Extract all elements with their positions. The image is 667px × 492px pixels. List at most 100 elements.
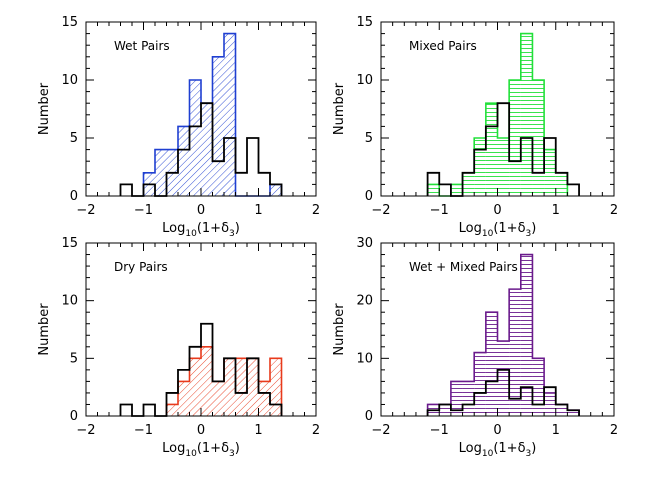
x-axis-label-part: Log	[459, 441, 482, 456]
histogram-bar	[555, 404, 568, 416]
panel-title: Wet Pairs	[114, 39, 170, 53]
y-tick-label: 5	[70, 131, 78, 146]
histogram-bar	[532, 80, 545, 196]
x-axis-label: Log10(1+δ3)	[459, 441, 537, 459]
histogram-bar	[450, 381, 463, 416]
histogram-series	[119, 322, 283, 417]
panel-title: Wet + Mixed Pairs	[409, 260, 518, 274]
x-axis-label-part: )	[235, 441, 240, 456]
histogram-outline	[426, 102, 580, 197]
histogram-bar	[178, 126, 190, 196]
histogram-bar	[189, 80, 201, 196]
y-tick-label: 20	[356, 294, 373, 309]
histogram-bar	[201, 346, 213, 416]
x-tick-label: −1	[134, 423, 153, 438]
histogram-series	[165, 346, 283, 416]
histogram-series	[426, 368, 580, 416]
histogram-bar	[462, 172, 475, 196]
x-tick-label: −2	[371, 203, 390, 218]
x-tick-label: 0	[197, 423, 205, 438]
histogram-bar	[439, 404, 451, 416]
x-tick-label: 0	[197, 203, 205, 218]
histogram-bar	[520, 33, 533, 196]
x-axis-label-part: 3	[526, 449, 532, 459]
y-tick-label: 0	[365, 189, 373, 204]
histogram-bar	[497, 138, 510, 196]
x-axis-label-part: 3	[229, 449, 235, 459]
x-axis-label-part: Log	[162, 221, 185, 236]
x-tick-label: −2	[371, 423, 390, 438]
x-axis-label-part: 3	[229, 229, 235, 239]
x-axis-label: Log10(1+δ3)	[162, 441, 240, 459]
y-axis-label: Number	[37, 303, 52, 356]
y-tick-label: 10	[61, 294, 78, 309]
histogram-bar	[462, 381, 475, 416]
x-axis-label: Log10(1+δ3)	[162, 221, 240, 239]
panel-title: Dry Pairs	[114, 260, 168, 274]
x-tick-label: 1	[552, 423, 560, 438]
histogram-bar	[155, 149, 167, 196]
histogram-bar	[270, 184, 282, 196]
y-axis-label: Number	[332, 303, 347, 356]
y-tick-label: 10	[61, 73, 78, 88]
y-tick-label: 15	[61, 15, 78, 30]
histogram-bar	[520, 254, 533, 416]
histogram-bar	[450, 184, 463, 196]
histogram-bar	[224, 33, 236, 196]
histogram-bar	[544, 392, 556, 416]
x-axis-label-part: 3	[526, 229, 532, 239]
x-axis-label-part: Log	[459, 221, 482, 236]
x-axis-label-part: (1+δ	[197, 441, 229, 456]
histogram-bar	[270, 358, 282, 416]
x-tick-label: −1	[430, 423, 449, 438]
x-axis-label-part: )	[235, 221, 240, 236]
x-tick-label: 1	[254, 423, 262, 438]
x-tick-label: −2	[76, 203, 95, 218]
y-tick-label: 30	[356, 236, 373, 251]
histogram-bar	[485, 103, 498, 196]
histogram-series	[119, 102, 283, 197]
x-tick-label: 1	[254, 203, 262, 218]
histogram-bar	[497, 341, 510, 416]
x-axis-label-part: )	[531, 221, 536, 236]
y-axis-label: Number	[37, 82, 52, 135]
x-axis-label-part: (1+δ	[493, 441, 525, 456]
y-tick-label: 5	[70, 351, 78, 366]
x-axis-label: Log10(1+δ3)	[459, 221, 537, 239]
x-tick-label: 2	[610, 203, 618, 218]
x-tick-label: 0	[493, 203, 501, 218]
histogram-series	[426, 253, 580, 416]
histogram-bar	[427, 184, 440, 196]
y-tick-label: 0	[365, 409, 373, 424]
histogram-outline	[426, 368, 580, 416]
histogram-bar	[189, 358, 201, 416]
x-axis-label-part: (1+δ	[197, 221, 229, 236]
x-axis-label-part: (1+δ	[493, 221, 525, 236]
x-axis-label-part: )	[531, 441, 536, 456]
x-axis-label-part: Log	[162, 441, 185, 456]
y-tick-label: 0	[70, 409, 78, 424]
x-tick-label: −1	[430, 203, 449, 218]
x-tick-label: 1	[552, 203, 560, 218]
histogram-outline	[119, 322, 283, 417]
histogram-bar	[224, 358, 236, 416]
histogram-bar	[509, 80, 521, 196]
y-tick-label: 15	[356, 15, 373, 30]
x-axis-label-part: 10	[185, 449, 197, 459]
histogram-bar	[532, 358, 545, 416]
panel-title: Mixed Pairs	[409, 39, 477, 53]
histogram-bar	[474, 138, 486, 196]
histogram-bar	[235, 358, 247, 416]
x-axis-label-part: 10	[482, 229, 494, 239]
y-tick-label: 10	[356, 351, 373, 366]
x-tick-label: 0	[493, 423, 501, 438]
y-tick-label: 0	[70, 189, 78, 204]
histogram-series	[426, 32, 569, 197]
x-tick-label: −1	[134, 203, 153, 218]
x-tick-label: 2	[312, 423, 320, 438]
histogram-bar	[555, 172, 568, 196]
